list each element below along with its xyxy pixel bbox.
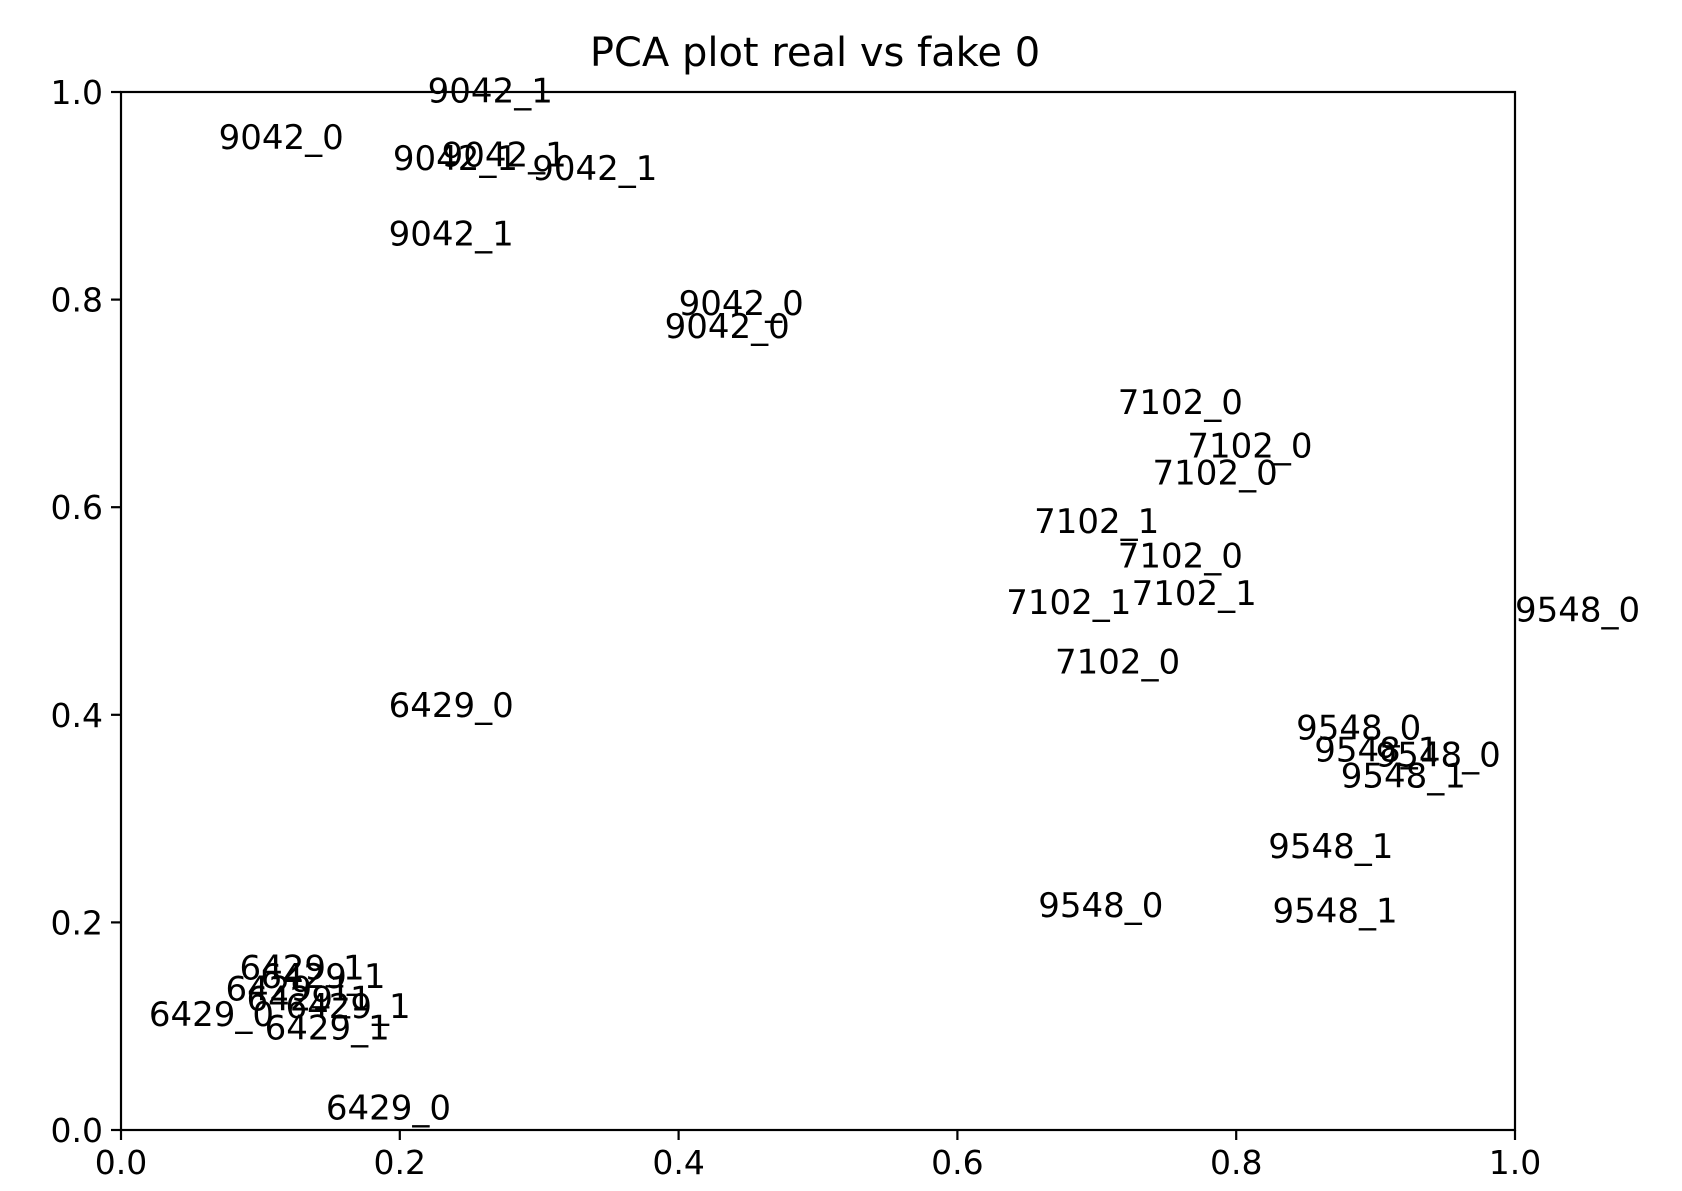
- plot-area-frame: [119, 90, 1517, 1132]
- point-label: 9548_0: [1296, 709, 1421, 749]
- x-tick-label: 0.8: [1210, 1143, 1262, 1182]
- point-label: 9042_1: [393, 139, 518, 179]
- point-label: 7102_1: [1132, 574, 1257, 614]
- point-labels: 9042_19042_09042_19042_19042_19042_19042…: [149, 71, 1640, 1128]
- x-axis: 0.0 0.2 0.4 0.6 0.8 1.0: [95, 1130, 1541, 1182]
- x-tick-label: 1.0: [1489, 1143, 1541, 1182]
- point-label: 7102_1: [1006, 583, 1131, 623]
- point-label: 9548_1: [1272, 891, 1397, 931]
- y-tick-label: 1.0: [51, 73, 103, 112]
- point-label: 7102_0: [1153, 453, 1278, 493]
- y-tick-label: 0.4: [51, 696, 103, 735]
- point-label: 6429_0: [149, 995, 274, 1035]
- point-label: 9042_0: [219, 118, 344, 158]
- point-label: 9042_0: [679, 284, 804, 324]
- y-tick-label: 0.0: [51, 1111, 103, 1150]
- x-tick-label: 0.4: [652, 1143, 704, 1182]
- point-label: 9548_0: [1038, 886, 1163, 926]
- point-label: 9548_1: [1314, 731, 1439, 771]
- point-label: 6429_0: [326, 1089, 451, 1129]
- y-tick-label: 0.2: [51, 903, 103, 942]
- point-label: 9042_1: [532, 149, 657, 189]
- point-label: 6429_0: [389, 686, 514, 726]
- point-label: 7102_0: [1118, 536, 1243, 576]
- chart-title: PCA plot real vs fake 0: [590, 30, 1040, 76]
- x-tick-label: 0.0: [95, 1143, 147, 1182]
- point-label: 6429_1: [226, 969, 351, 1009]
- point-label: 9042_1: [389, 215, 514, 255]
- point-label: 7102_0: [1055, 642, 1180, 682]
- point-label: 9548_1: [1341, 756, 1466, 796]
- point-label: 7102_0: [1187, 426, 1312, 466]
- x-tick-label: 0.2: [374, 1143, 426, 1182]
- point-label: 6429_1: [239, 948, 364, 988]
- point-label: 9042_0: [665, 307, 790, 347]
- point-label: 6429_1: [285, 987, 410, 1027]
- point-label: 7102_1: [1034, 502, 1159, 542]
- point-label: 9548_1: [1268, 827, 1393, 867]
- point-label: 6429_1: [265, 1009, 390, 1049]
- y-axis: 0.0 0.2 0.4 0.6 0.8 1.0: [51, 73, 121, 1150]
- point-label: 7102_0: [1118, 383, 1243, 423]
- y-tick-label: 0.8: [51, 281, 103, 320]
- point-label: 6429_1: [260, 957, 385, 997]
- y-tick-label: 0.6: [51, 488, 103, 527]
- x-tick-label: 0.6: [931, 1143, 983, 1182]
- point-label: 9548_0: [1376, 736, 1501, 776]
- point-label: 9042_1: [442, 136, 567, 176]
- point-label: 9548_0: [1515, 590, 1640, 630]
- point-label: 6429_1: [246, 980, 371, 1020]
